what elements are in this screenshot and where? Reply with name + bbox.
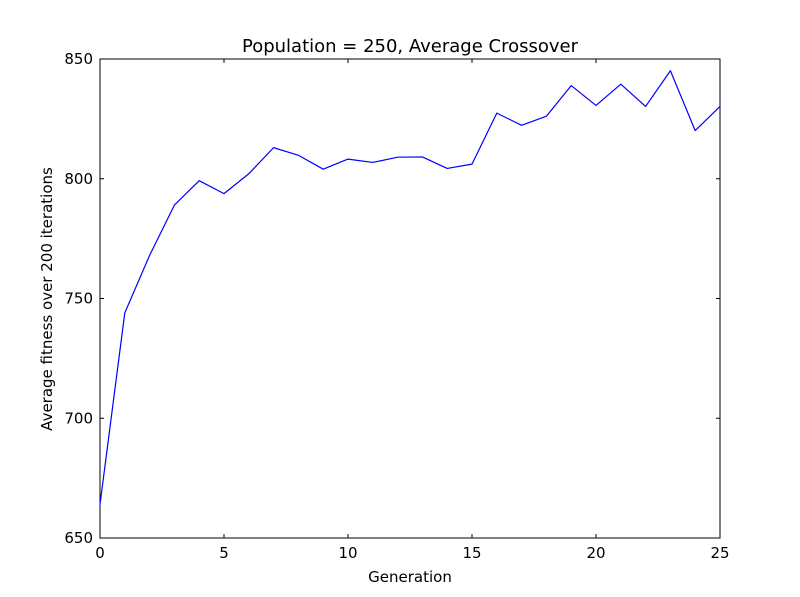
x-tick-label: 25 [710, 544, 729, 562]
x-tick-label: 20 [586, 544, 605, 562]
chart-title: Population = 250, Average Crossover [242, 36, 579, 57]
y-tick-label: 650 [64, 529, 93, 547]
x-tick-label: 15 [462, 544, 481, 562]
y-tick-label: 850 [64, 50, 93, 68]
x-tick-label: 5 [219, 544, 229, 562]
y-tick-label: 800 [64, 170, 93, 188]
plot-area: 0 5 10 15 20 25 650 700 750 800 850 [64, 50, 729, 562]
y-tick-label: 700 [64, 409, 93, 427]
plot-frame [99, 58, 721, 539]
y-tick-label: 750 [64, 290, 93, 308]
x-tick-label: 0 [95, 544, 105, 562]
x-axis-label: Generation [368, 568, 452, 586]
x-tick-label: 10 [338, 544, 357, 562]
series-line [99, 70, 721, 506]
y-axis-label: Average fitness over 200 iterations [38, 167, 56, 431]
